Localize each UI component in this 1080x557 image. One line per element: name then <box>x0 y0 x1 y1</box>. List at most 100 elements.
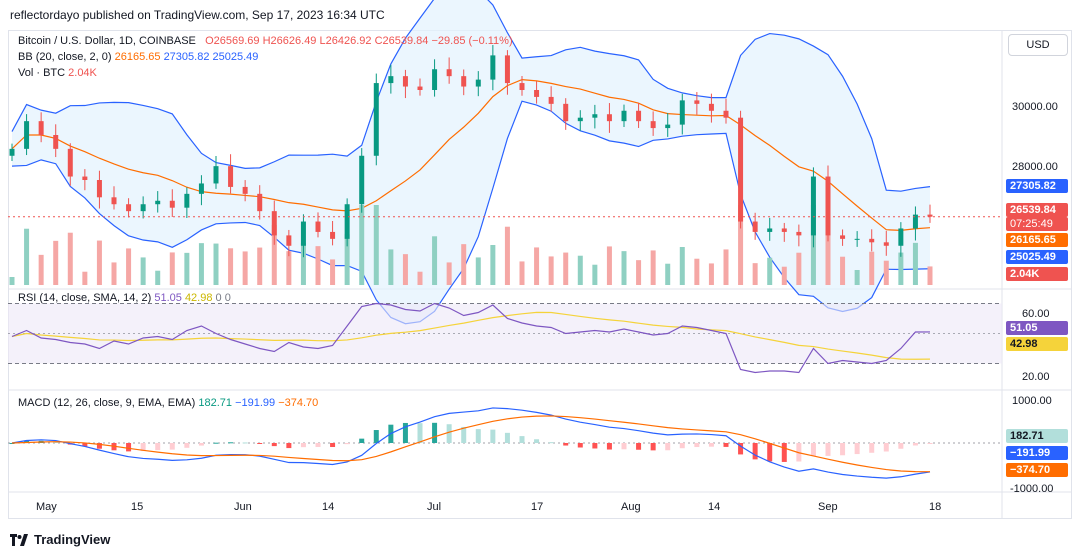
rsi-legend: RSI (14, close, SMA, 14, 2) 51.05 42.98 … <box>18 292 231 304</box>
close-badge: 26539.84 <box>1006 203 1068 217</box>
candle-body <box>344 204 350 239</box>
x-tick-14: 14 <box>322 501 335 513</box>
macd-legend: MACD (12, 26, close, 9, EMA, EMA) 182.71… <box>18 397 318 409</box>
candle-body <box>504 55 510 84</box>
bb-upper-badge: 27305.82 <box>1006 179 1068 193</box>
macd-histogram-bar <box>679 443 685 449</box>
rsi-zero-2: 0 <box>224 292 231 304</box>
volume-title: Vol · BTC <box>18 67 66 79</box>
candle-body <box>694 100 700 104</box>
macd-histogram-bar <box>373 430 379 443</box>
macd-histogram-bar <box>592 443 598 449</box>
candle-body <box>184 193 190 208</box>
volume-bar <box>723 249 729 285</box>
y-tick-28000: 28000.00 <box>1012 161 1058 173</box>
volume-bar <box>708 263 714 285</box>
macd-badge: −191.99 <box>1006 446 1068 460</box>
x-tick-sep: Sep <box>818 501 838 513</box>
macd-histogram-bar <box>519 436 525 443</box>
volume-bar <box>373 205 379 285</box>
candle-body <box>286 235 292 246</box>
countdown-badge: 07:25:49 <box>1006 217 1068 231</box>
volume-bar <box>359 205 365 285</box>
candle-body <box>402 76 408 87</box>
candle-body <box>446 69 452 77</box>
candle-body <box>155 200 161 205</box>
candle-body <box>781 228 787 232</box>
bb-upper-line <box>11 0 931 192</box>
bb-basis-value: 26165.65 <box>114 51 161 63</box>
rsi-zero-1: 0 <box>215 292 222 304</box>
candle-body <box>96 180 102 198</box>
chart-frame[interactable] <box>8 30 1072 519</box>
currency-button[interactable]: USD <box>1008 34 1068 56</box>
macd-histogram-bar <box>781 443 787 462</box>
volume-bar <box>402 254 408 285</box>
volume-bar <box>53 240 59 285</box>
candle-body <box>592 114 598 118</box>
macd-histogram-bar <box>9 443 15 444</box>
candle-body <box>126 204 132 212</box>
volume-bar <box>169 252 175 285</box>
candle-body <box>723 110 729 118</box>
macd-histogram-bar <box>912 443 918 446</box>
rsi-title: RSI (14, close, SMA, 14, 2) <box>18 292 152 304</box>
rsi-tick-20: 20.00 <box>1022 371 1050 383</box>
candle-body <box>82 176 88 180</box>
candle-body <box>242 186 248 194</box>
volume-bar <box>650 250 656 285</box>
candle-body <box>752 221 758 232</box>
volume-bar <box>155 270 161 285</box>
volume-bar <box>796 252 802 285</box>
macd-histogram-bar <box>636 443 642 450</box>
candle-body <box>708 103 714 111</box>
macd-value: −191.99 <box>235 397 276 409</box>
x-tick-15: 15 <box>131 501 144 513</box>
macd-histogram-bar <box>927 443 933 444</box>
candle-body <box>738 117 744 222</box>
candle-body <box>228 166 234 187</box>
rsi-badge: 51.05 <box>1006 321 1068 335</box>
candle-body <box>359 155 365 205</box>
candle-body <box>490 55 496 80</box>
candle-body <box>898 228 904 246</box>
candle-body <box>912 214 918 229</box>
candle-body <box>257 193 263 212</box>
x-tick-jul: Jul <box>427 501 442 513</box>
macd-title: MACD (12, 26, close, 9, EMA, EMA) <box>18 397 196 409</box>
rsi-line <box>11 302 931 374</box>
footer: TradingView <box>10 532 110 547</box>
candle-body <box>563 103 569 122</box>
candle-body <box>461 76 467 87</box>
volume-value: 2.04K <box>68 67 97 79</box>
macd-histogram-bar <box>446 424 452 443</box>
macd-hist-badge: 182.71 <box>1006 429 1068 443</box>
volume-bar <box>752 263 758 285</box>
volume-bar <box>621 251 627 285</box>
macd-histogram-bar <box>126 443 132 452</box>
volume-bar <box>679 247 685 285</box>
candle-body <box>417 86 423 90</box>
candle-body <box>373 83 379 156</box>
candle-body <box>432 69 438 90</box>
volume-bar <box>315 246 321 285</box>
macd-histogram-bar <box>344 443 350 445</box>
volume-bar <box>563 252 569 285</box>
candle-body <box>636 110 642 122</box>
macd-histogram-bar <box>257 443 263 444</box>
bb-title: BB (20, close, 2, 0) <box>18 51 112 63</box>
macd-histogram-bar <box>883 443 889 452</box>
macd-line <box>11 407 931 479</box>
volume-bar <box>606 246 612 285</box>
macd-histogram-bar <box>82 443 88 447</box>
open-label: O <box>205 35 214 47</box>
change-value: −29.85 (−0.11%) <box>431 35 513 47</box>
candle-body <box>883 242 889 246</box>
candle-body <box>519 83 525 90</box>
tradingview-logo-icon <box>10 533 28 546</box>
volume-legend: Vol · BTC 2.04K <box>18 67 97 79</box>
candle-body <box>111 197 117 205</box>
volume-bar <box>111 262 117 285</box>
macd-histogram-bar <box>213 442 219 444</box>
